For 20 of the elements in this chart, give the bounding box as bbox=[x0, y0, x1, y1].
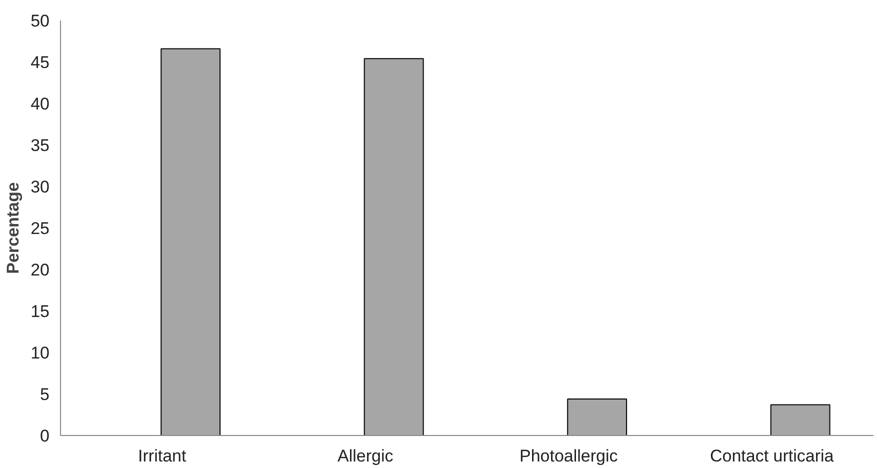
bar bbox=[770, 404, 830, 436]
bar bbox=[567, 398, 628, 436]
x-tick-label: Irritant bbox=[138, 446, 186, 466]
x-tick-label: Allergic bbox=[338, 446, 394, 466]
y-tick-label: 40 bbox=[30, 94, 50, 114]
bar bbox=[364, 58, 424, 436]
y-tick-label: 0 bbox=[40, 426, 50, 446]
bar bbox=[160, 48, 221, 436]
y-tick-label: 50 bbox=[30, 12, 50, 30]
y-tick-label: 25 bbox=[30, 219, 50, 238]
x-tick-label: Contact urticaria bbox=[710, 446, 834, 466]
y-tick-label: 15 bbox=[30, 302, 50, 321]
y-tick-label: 45 bbox=[30, 53, 50, 72]
y-tick-label: 30 bbox=[30, 178, 50, 196]
y-tick-label: 10 bbox=[30, 344, 50, 362]
y-tick-label: 35 bbox=[30, 136, 50, 155]
y-tick-label: 20 bbox=[30, 260, 50, 280]
y-tick-label: 5 bbox=[40, 385, 50, 404]
y-axis-title: Percentage bbox=[4, 182, 23, 274]
x-tick-label: Photoallergic bbox=[519, 446, 618, 466]
